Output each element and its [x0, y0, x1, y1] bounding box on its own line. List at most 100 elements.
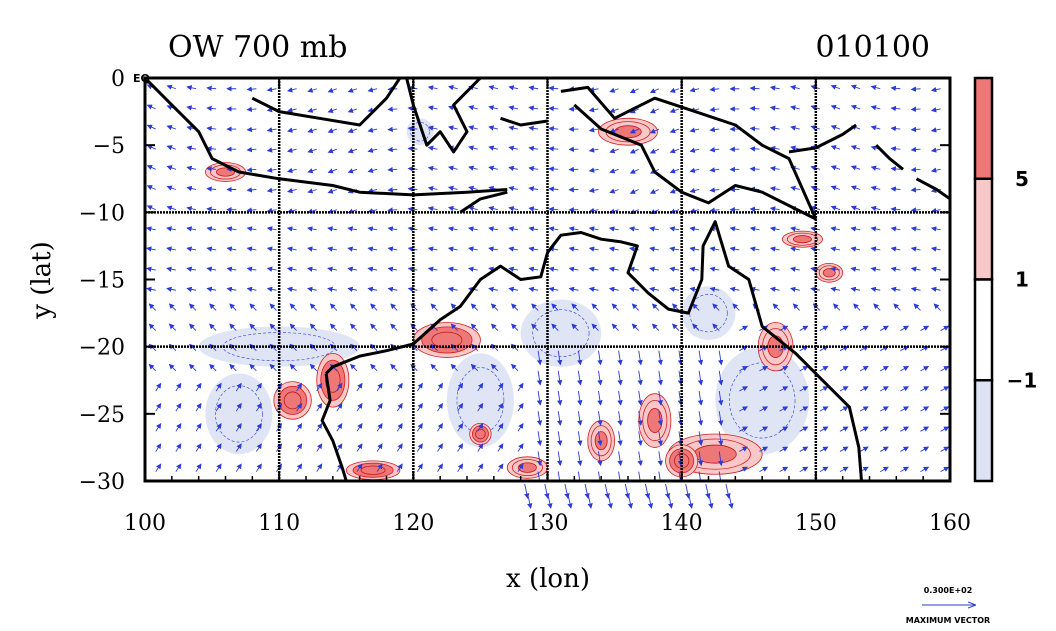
wind-vector	[289, 363, 297, 372]
wind-vector	[850, 84, 861, 90]
wind-vector	[819, 386, 829, 392]
wind-vector	[604, 483, 610, 499]
colorbar-segment	[973, 76, 994, 180]
wind-vector	[490, 323, 499, 331]
wind-vector	[508, 246, 519, 252]
negative-contour	[456, 367, 505, 434]
wind-vector	[477, 463, 484, 472]
wind-vector	[880, 446, 889, 452]
wind-vector	[577, 471, 583, 481]
wind-vector	[148, 303, 157, 311]
colorbar-tick-label: 1	[1015, 268, 1029, 292]
wind-vector	[839, 446, 849, 452]
wind-vector	[669, 246, 680, 252]
wind-vector	[166, 246, 176, 252]
wind-vector	[276, 402, 282, 412]
wind-vector	[387, 266, 398, 272]
wind-vector	[376, 382, 383, 392]
wind-vector	[307, 168, 317, 174]
wind-vector	[637, 471, 643, 481]
wind-vector	[206, 266, 217, 272]
wind-vector	[859, 366, 869, 372]
wind-vector	[749, 105, 760, 112]
wind-vector	[688, 493, 694, 509]
wind-vector	[669, 148, 680, 154]
wind-vector	[910, 126, 921, 133]
wind-vector	[329, 303, 338, 311]
wind-vector	[427, 246, 438, 252]
wind-vector	[528, 206, 539, 212]
wind-vector	[508, 125, 519, 131]
wind-vector	[597, 471, 603, 481]
wind-vector	[286, 226, 297, 232]
wind-vector	[246, 246, 257, 252]
wind-vector	[416, 463, 423, 472]
wind-vector	[709, 167, 720, 173]
wind-vector	[810, 104, 820, 111]
x-axis-ticks: 100 110 120 130 140 150 160	[124, 78, 971, 536]
wind-vector	[588, 167, 599, 173]
wind-vector	[367, 246, 378, 252]
wind-vector	[649, 108, 660, 114]
wind-vector	[206, 105, 217, 112]
wind-vector	[873, 303, 881, 311]
wind-vector	[729, 246, 740, 252]
wind-vector	[387, 126, 398, 133]
wind-vector	[206, 186, 217, 192]
wind-vector	[631, 323, 640, 331]
coastline	[560, 85, 818, 220]
wind-vector	[235, 382, 242, 392]
wind-vector	[195, 443, 202, 452]
wind-vector	[689, 266, 700, 272]
wind-vector	[468, 226, 478, 232]
wind-vector	[850, 226, 861, 232]
wind-vector	[920, 325, 930, 331]
wind-vector	[528, 85, 539, 91]
wind-vector	[307, 226, 317, 232]
wind-vector	[497, 382, 504, 392]
wind-vector	[940, 366, 950, 372]
wind-vector	[637, 431, 643, 447]
wind-vector	[739, 366, 749, 372]
wind-vector	[790, 145, 800, 151]
wind-vector	[497, 443, 504, 452]
wind-vector	[920, 386, 930, 392]
wind-vector	[900, 406, 910, 412]
wind-vector	[749, 146, 760, 152]
wind-vector	[347, 87, 358, 93]
wind-vector	[468, 246, 478, 252]
wind-vector	[689, 87, 700, 93]
wind-vector	[148, 363, 157, 372]
wind-vector	[739, 325, 749, 331]
wind-vector	[649, 266, 659, 272]
wind-vector	[880, 386, 889, 392]
wind-vector	[508, 286, 519, 293]
wind-vector	[685, 483, 691, 499]
wind-vector	[249, 323, 257, 331]
wind-vector	[255, 463, 262, 472]
wind-vector	[206, 206, 217, 212]
wind-vector	[705, 483, 711, 499]
wind-vector	[669, 87, 680, 93]
wind-vector	[427, 185, 438, 192]
wind-vector	[657, 411, 663, 426]
wind-vector	[508, 266, 519, 272]
wind-vector	[266, 266, 277, 272]
wind-vector	[870, 185, 881, 191]
y-tick-label: −15	[79, 269, 125, 294]
wind-vector	[370, 363, 378, 372]
wind-vector	[712, 323, 720, 331]
wind-vector	[447, 286, 458, 293]
wind-vector	[890, 186, 901, 192]
wind-vector	[316, 463, 323, 472]
wind-vector	[448, 85, 458, 91]
coastline	[788, 123, 857, 154]
wind-vector	[689, 127, 700, 133]
wind-vector	[819, 466, 829, 472]
wind-vector	[524, 483, 530, 499]
wind-vector	[307, 208, 317, 214]
wind-vector	[839, 386, 849, 392]
wind-vector	[448, 125, 458, 131]
wind-vector	[588, 187, 599, 193]
wind-vector	[235, 463, 242, 472]
